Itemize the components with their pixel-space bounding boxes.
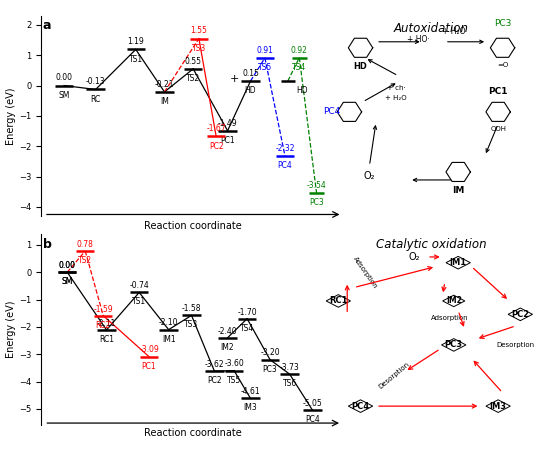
Text: 0.00: 0.00 bbox=[59, 261, 76, 270]
Text: 1.19: 1.19 bbox=[128, 37, 144, 46]
Text: PC4: PC4 bbox=[278, 162, 293, 171]
Text: -2.10: -2.10 bbox=[159, 319, 179, 328]
Text: a: a bbox=[43, 19, 51, 32]
Text: -0.13: -0.13 bbox=[86, 77, 105, 86]
Text: -4.61: -4.61 bbox=[241, 387, 260, 396]
Text: PC1: PC1 bbox=[142, 362, 156, 371]
Text: PC3: PC3 bbox=[494, 19, 511, 28]
Text: +: + bbox=[230, 74, 239, 85]
Text: -3.20: -3.20 bbox=[260, 348, 280, 357]
Text: 0.78: 0.78 bbox=[77, 240, 94, 249]
Text: O₂: O₂ bbox=[364, 171, 375, 181]
Text: TS5: TS5 bbox=[258, 63, 272, 72]
Text: PC4: PC4 bbox=[351, 401, 369, 410]
Text: IM3: IM3 bbox=[243, 403, 257, 412]
Text: Adsorption: Adsorption bbox=[352, 255, 378, 289]
Text: PC1: PC1 bbox=[220, 136, 235, 145]
Text: 0.92: 0.92 bbox=[291, 45, 308, 54]
Text: -3.60: -3.60 bbox=[224, 360, 244, 369]
Text: Adsorption: Adsorption bbox=[431, 315, 468, 321]
Text: + H₂O: + H₂O bbox=[385, 95, 407, 101]
Text: -1.70: -1.70 bbox=[237, 307, 257, 316]
Text: RC1: RC1 bbox=[99, 335, 114, 344]
Text: -3.54: -3.54 bbox=[307, 181, 327, 190]
Text: -3.09: -3.09 bbox=[139, 346, 159, 355]
Text: 0.91: 0.91 bbox=[256, 46, 273, 55]
Text: PC2: PC2 bbox=[209, 142, 224, 151]
Text: -3.73: -3.73 bbox=[280, 363, 300, 372]
Text: PC4: PC4 bbox=[305, 415, 320, 424]
Text: RC1: RC1 bbox=[329, 297, 347, 306]
Text: Catalytic oxidation: Catalytic oxidation bbox=[376, 238, 487, 251]
Text: 0.15: 0.15 bbox=[242, 69, 259, 78]
Text: O₂: O₂ bbox=[408, 252, 420, 262]
Text: IM: IM bbox=[160, 97, 169, 106]
Text: -1.58: -1.58 bbox=[182, 304, 201, 313]
Text: SM: SM bbox=[61, 277, 73, 286]
Y-axis label: Energy (eV): Energy (eV) bbox=[6, 301, 16, 358]
Text: HD: HD bbox=[245, 86, 256, 95]
Text: Desorption: Desorption bbox=[497, 342, 535, 348]
Text: TS3: TS3 bbox=[192, 44, 206, 53]
Text: TS4: TS4 bbox=[292, 63, 306, 72]
Text: SM: SM bbox=[61, 277, 73, 286]
Text: IM: IM bbox=[452, 186, 464, 195]
Text: TS5: TS5 bbox=[227, 375, 241, 384]
Text: PC3: PC3 bbox=[445, 340, 463, 349]
Text: IM2: IM2 bbox=[446, 297, 461, 306]
Text: -0.74: -0.74 bbox=[129, 281, 149, 290]
Text: TS1: TS1 bbox=[129, 55, 143, 64]
Text: 0.00: 0.00 bbox=[59, 261, 76, 270]
Text: -1.49: -1.49 bbox=[218, 119, 237, 128]
Text: PC3: PC3 bbox=[262, 364, 277, 373]
Text: Desorption: Desorption bbox=[377, 361, 410, 390]
Text: -5.05: -5.05 bbox=[302, 399, 322, 408]
Text: TS6: TS6 bbox=[283, 379, 297, 388]
Text: PC2: PC2 bbox=[207, 376, 222, 385]
Text: PC3: PC3 bbox=[309, 198, 324, 207]
Text: + ch·: + ch· bbox=[387, 85, 406, 91]
Text: Reaction coordinate: Reaction coordinate bbox=[144, 428, 242, 438]
Text: -2.40: -2.40 bbox=[218, 327, 237, 336]
Text: 1.55: 1.55 bbox=[191, 27, 207, 36]
Text: TS3: TS3 bbox=[185, 320, 199, 329]
Text: -1.67: -1.67 bbox=[206, 124, 226, 133]
Text: b: b bbox=[43, 238, 52, 251]
Text: TS2: TS2 bbox=[78, 256, 92, 265]
Text: + H₂O: + H₂O bbox=[442, 27, 465, 36]
Text: SM: SM bbox=[59, 91, 70, 100]
Text: OOH: OOH bbox=[490, 126, 506, 132]
Text: RC: RC bbox=[90, 95, 101, 104]
Text: Reaction coordinate: Reaction coordinate bbox=[144, 221, 242, 231]
Text: IM3: IM3 bbox=[489, 401, 507, 410]
Text: -3.62: -3.62 bbox=[204, 360, 224, 369]
Text: 0.00: 0.00 bbox=[55, 73, 72, 82]
Text: PC4: PC4 bbox=[323, 108, 340, 117]
Text: Autoxidation: Autoxidation bbox=[394, 22, 469, 35]
Y-axis label: Energy (eV): Energy (eV) bbox=[6, 87, 16, 144]
Text: TS1: TS1 bbox=[132, 297, 146, 306]
Text: -1.59: -1.59 bbox=[93, 305, 113, 314]
Text: IM1: IM1 bbox=[449, 258, 467, 267]
Text: PC1: PC1 bbox=[488, 87, 508, 96]
Text: PC2: PC2 bbox=[511, 310, 529, 319]
Text: -2.11: -2.11 bbox=[97, 319, 116, 328]
Text: IM1: IM1 bbox=[162, 334, 175, 343]
Text: + HO·: + HO· bbox=[407, 35, 430, 44]
Text: IM2: IM2 bbox=[221, 343, 235, 352]
Text: HD: HD bbox=[353, 62, 368, 71]
Text: TS2: TS2 bbox=[186, 74, 200, 83]
Text: TS4: TS4 bbox=[240, 324, 254, 333]
Text: -2.32: -2.32 bbox=[275, 144, 295, 153]
Text: HD: HD bbox=[296, 86, 308, 95]
Text: RC2: RC2 bbox=[96, 320, 111, 329]
Text: 0.55: 0.55 bbox=[185, 57, 202, 66]
Text: =O: =O bbox=[497, 62, 508, 68]
Text: -0.21: -0.21 bbox=[155, 80, 174, 89]
